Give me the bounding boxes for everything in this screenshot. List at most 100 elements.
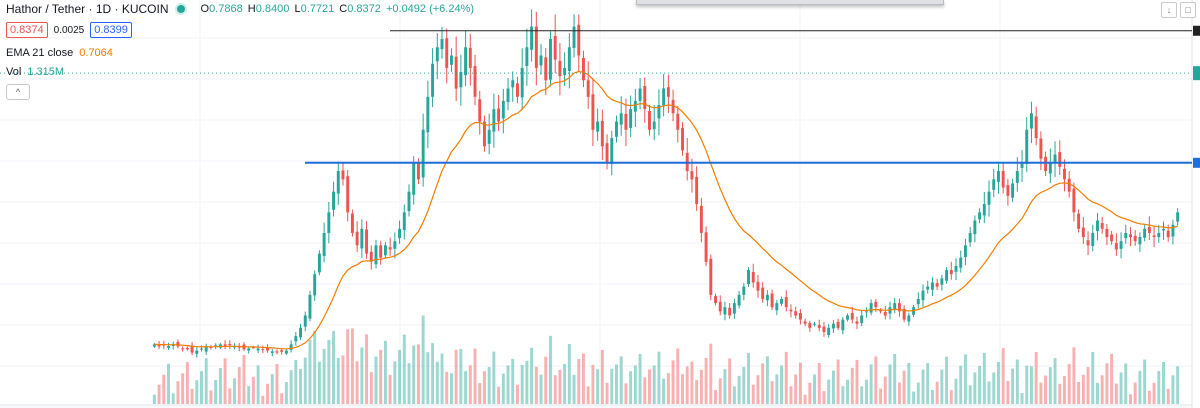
volume-bar: [157, 384, 161, 404]
candle-body: [987, 191, 991, 205]
volume-bar: [902, 370, 906, 404]
volume-bar: [685, 366, 689, 404]
volume-bar: [718, 378, 722, 404]
candle-body: [945, 270, 949, 281]
volume-bar: [482, 371, 486, 404]
candle-body: [681, 127, 684, 151]
candle-body: [657, 105, 661, 119]
candle-body: [855, 321, 859, 324]
volume-bar: [1152, 382, 1156, 404]
open-label: O: [200, 3, 210, 15]
candle-body: [1133, 235, 1137, 242]
candle-body: [1053, 154, 1057, 163]
high-label: H: [247, 3, 256, 15]
volume-bar: [341, 355, 345, 404]
close-value: 0.8372: [347, 3, 381, 15]
volume-bar: [398, 349, 402, 404]
candle-body: [487, 129, 491, 144]
volume-bar: [874, 356, 878, 404]
volume-bar: [728, 358, 732, 404]
volume-bar: [449, 373, 453, 404]
volume-bar: [930, 390, 934, 404]
candle-body: [402, 212, 406, 231]
volume-bar: [978, 365, 982, 404]
candle-body: [1048, 162, 1052, 174]
volume-bar: [1086, 366, 1090, 404]
volume-bar: [945, 356, 949, 404]
candle-body: [935, 283, 939, 287]
volume-bar: [855, 359, 859, 404]
volume-bar: [907, 362, 911, 404]
candle-body: [492, 109, 496, 132]
volume-bar: [633, 365, 637, 404]
candle-body: [412, 162, 416, 195]
candle-body: [176, 341, 180, 347]
candle-body: [789, 309, 793, 312]
volume-bar: [648, 369, 651, 404]
volume-bar: [963, 354, 967, 404]
volume-bar: [817, 363, 821, 404]
candle-body: [619, 113, 623, 125]
bid-price[interactable]: 0.8374: [6, 22, 48, 38]
volume-bar: [756, 375, 760, 404]
candle-body: [181, 348, 185, 350]
symbol-title[interactable]: Hathor / Tether · 1D · KUCOIN: [6, 2, 169, 16]
ask-price[interactable]: 0.8399: [90, 22, 132, 38]
candle-body: [525, 47, 529, 67]
volume-bar: [940, 369, 944, 404]
candle-body: [742, 286, 746, 295]
candle-body: [247, 348, 251, 351]
volume-bar: [893, 353, 897, 404]
ema-legend[interactable]: EMA 21 close 0.7064: [6, 47, 113, 59]
volume-legend[interactable]: Vol 1.315M: [6, 66, 64, 78]
volume-bar: [765, 356, 769, 404]
candle-body: [251, 347, 255, 349]
volume-bar: [624, 383, 628, 404]
fullscreen-button[interactable]: □: [1180, 2, 1196, 18]
candle-body: [963, 245, 967, 258]
volume-bar: [1176, 366, 1180, 404]
candle-body: [365, 229, 369, 254]
candle-body: [1029, 113, 1033, 129]
volume-bar: [732, 386, 736, 404]
volume-bar: [313, 330, 317, 404]
volume-bar: [629, 371, 633, 404]
volume-bar: [751, 384, 755, 404]
candle-body: [638, 88, 642, 101]
volume-bar: [515, 384, 519, 404]
volume-bar: [813, 374, 817, 404]
volume-bar: [1110, 353, 1114, 404]
candle-body: [383, 245, 387, 256]
candle-body: [709, 258, 713, 295]
candle-body: [1058, 152, 1062, 167]
volume-bar: [775, 374, 779, 404]
candle-body: [468, 47, 472, 68]
volume-label: Vol: [6, 66, 22, 78]
candle-body: [874, 301, 878, 308]
high-value: 0.8400: [255, 3, 290, 15]
volume-bar: [690, 361, 694, 404]
candle-body: [294, 336, 298, 342]
candle-body: [379, 245, 383, 258]
candle-body: [1015, 171, 1019, 183]
volume-bar: [869, 364, 873, 404]
volume-bar: [1072, 347, 1076, 404]
candle-body: [520, 67, 524, 98]
volume-bar: [662, 378, 666, 404]
volume-bar: [553, 375, 557, 404]
volume-bar: [954, 378, 958, 404]
candle-body: [610, 138, 614, 165]
collapse-legend-button[interactable]: ^: [6, 84, 30, 100]
volume-bar: [780, 365, 783, 404]
scroll-down-button[interactable]: ↓: [1161, 2, 1177, 18]
candle-body: [916, 298, 920, 305]
volume-bar: [299, 369, 303, 404]
resistance-marker: [1193, 25, 1200, 36]
candle-body: [214, 345, 218, 347]
candle-body: [1171, 224, 1175, 237]
candle-body: [157, 344, 161, 347]
candle-body: [596, 121, 600, 132]
candle-body: [737, 294, 741, 306]
candle-body: [256, 348, 260, 351]
